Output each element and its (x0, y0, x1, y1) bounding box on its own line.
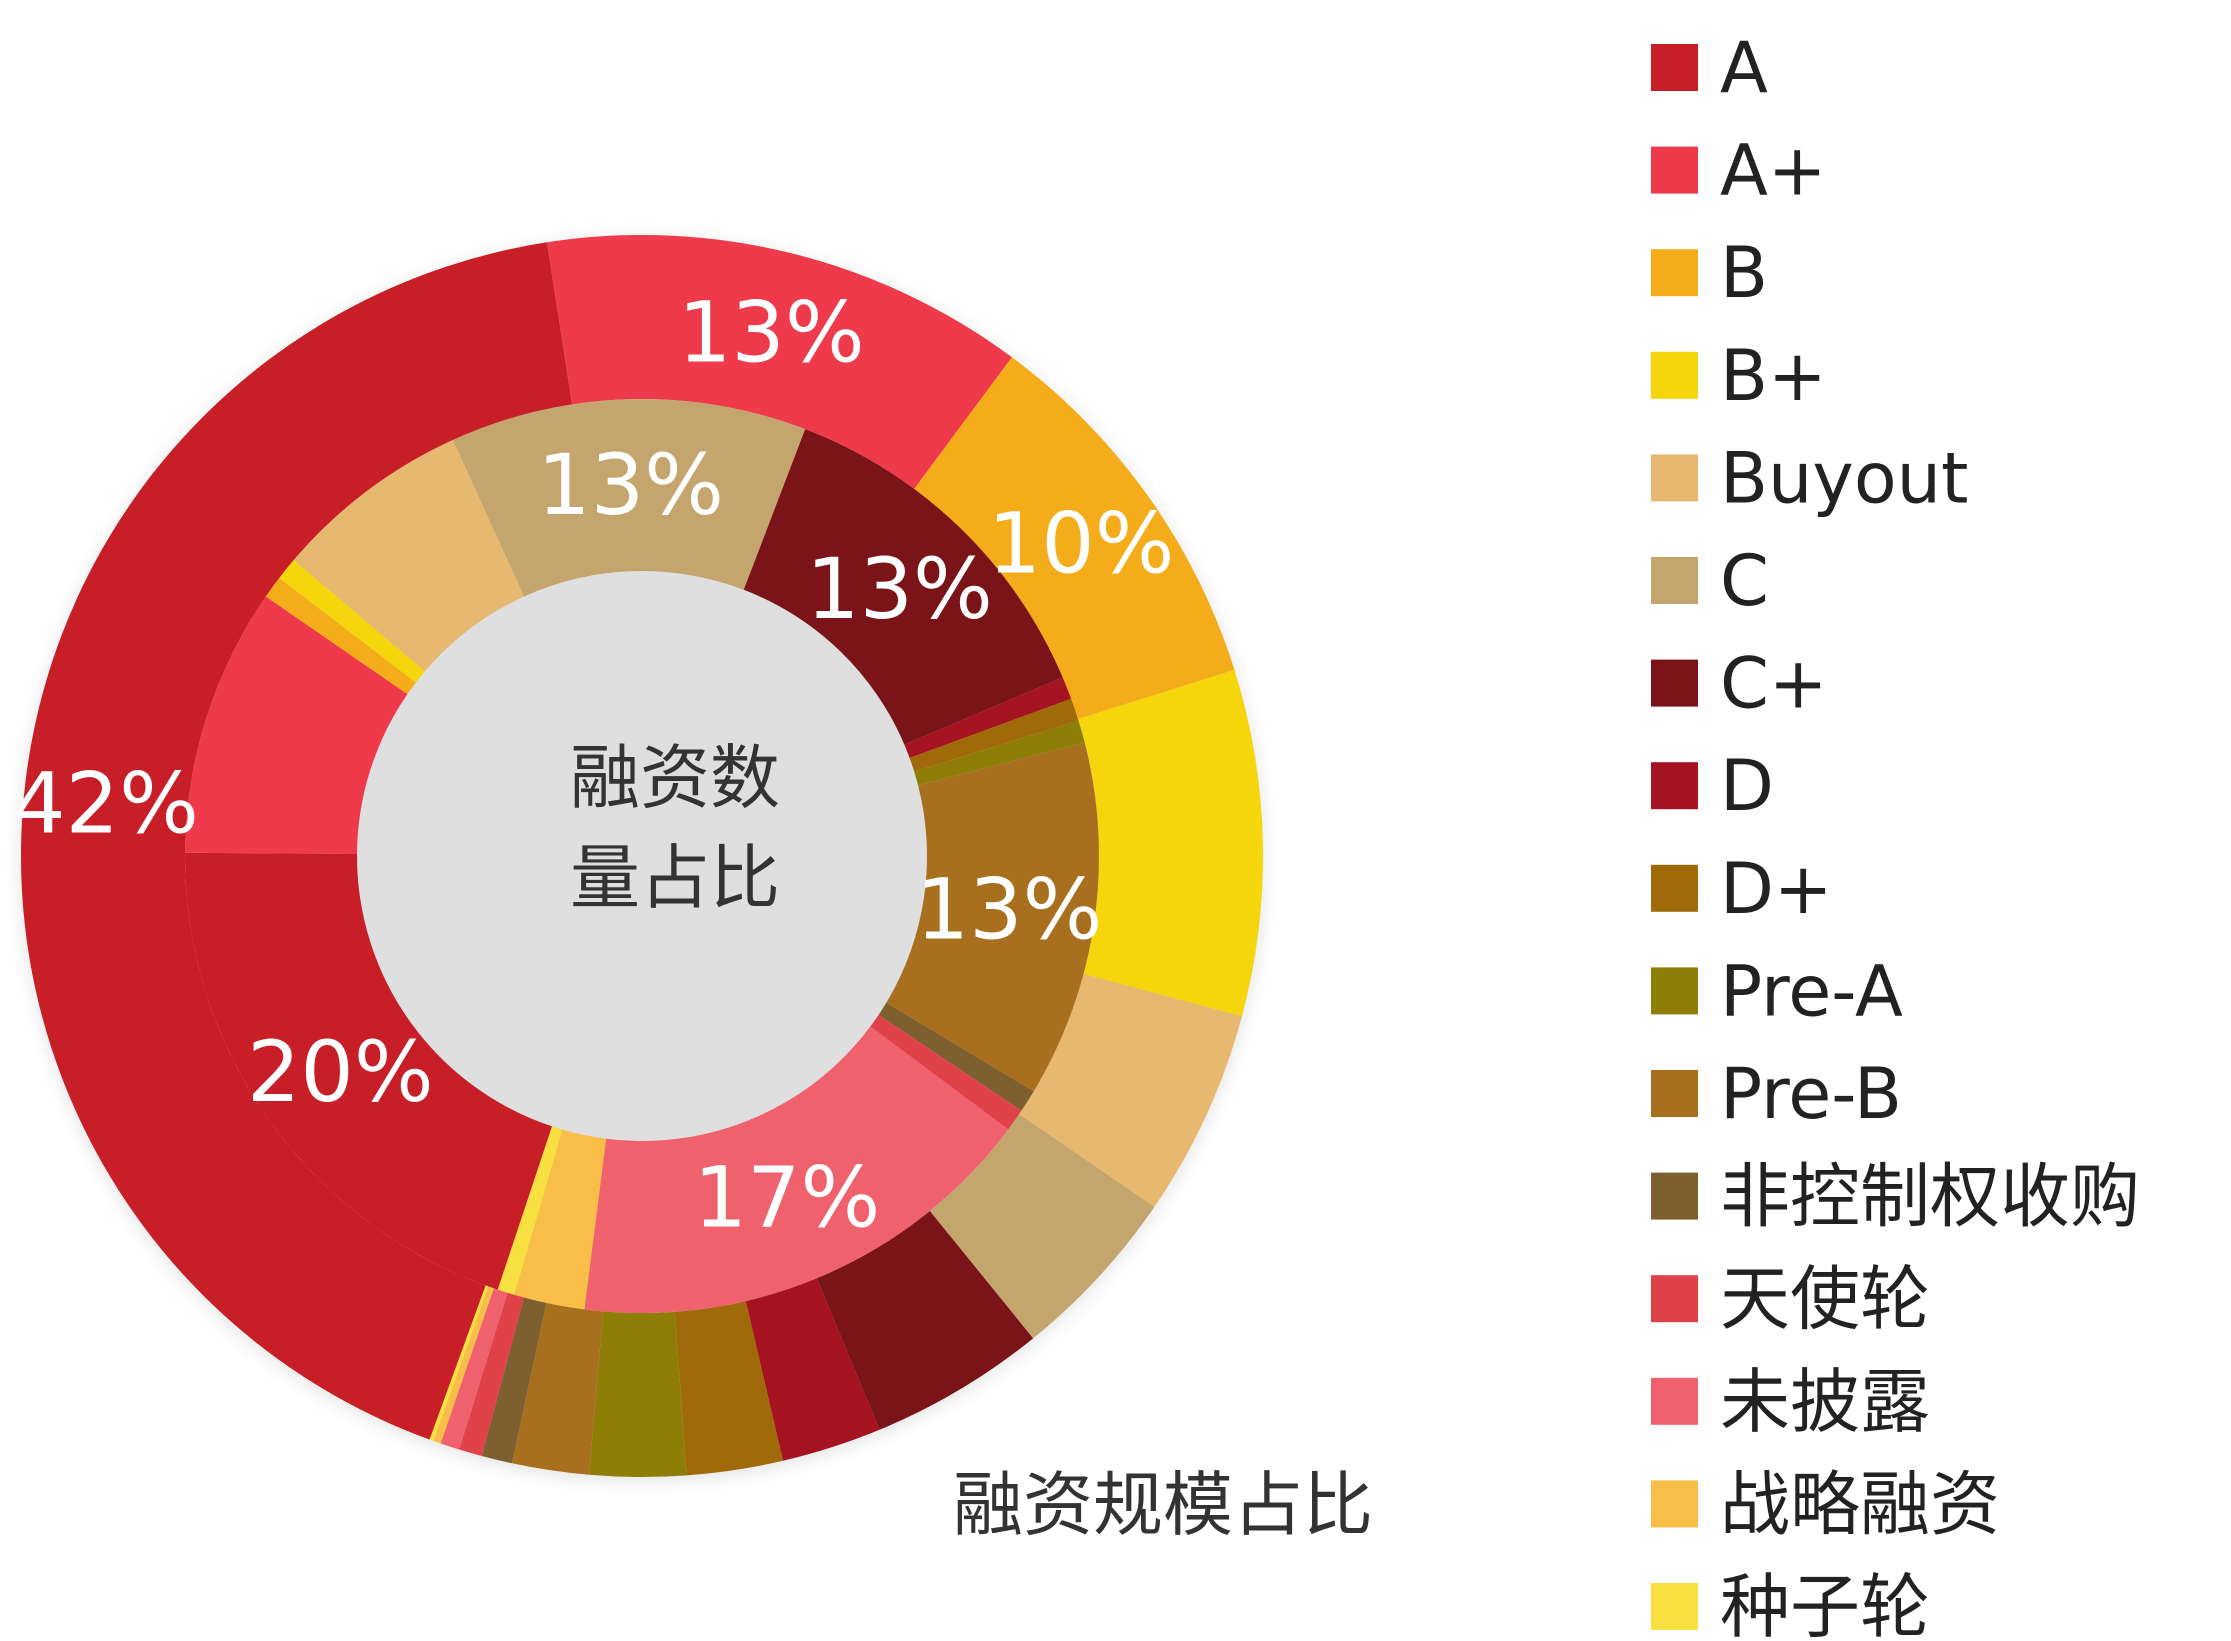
legend-label: C+ (1720, 643, 1828, 725)
slice-label: 13% (678, 284, 865, 382)
rings (20, 235, 1263, 1477)
donut-slice (546, 235, 1012, 489)
legend-swatch (1651, 351, 1698, 399)
legend-label: Buyout (1720, 437, 1968, 519)
donut-slice (870, 1014, 1022, 1130)
legend-label: A (1720, 27, 1768, 109)
inner-ring-name: 融资数量占比 (570, 737, 780, 919)
legend-swatch (1651, 44, 1698, 91)
donut-slice (584, 1026, 1009, 1313)
legend-label: 战略融资 (1720, 1463, 2000, 1545)
donut-slice (440, 1288, 508, 1450)
donut-slice (1019, 973, 1242, 1207)
donut-slice (459, 1292, 525, 1456)
donut-slice (20, 242, 573, 1440)
legend-swatch (1651, 864, 1698, 912)
legend-label: B+ (1720, 335, 1827, 417)
legend-swatch (1651, 1480, 1698, 1528)
legend-label: B (1720, 232, 1768, 314)
donut-slice (429, 1285, 489, 1441)
donut-slice (279, 560, 425, 683)
donut-slice (743, 429, 1063, 745)
legend-label: Pre-A (1720, 950, 1903, 1032)
legend-swatch (1651, 1275, 1698, 1323)
legend-label: D (1720, 745, 1774, 827)
legend-label: D+ (1720, 848, 1833, 930)
donut-slice (914, 357, 1235, 720)
donut-slice (452, 399, 806, 597)
donut-slice (265, 577, 416, 695)
legend-label: 未披露 (1720, 1361, 1930, 1443)
donut-slice (1077, 669, 1263, 1017)
donut-slice (914, 720, 1085, 786)
legend-swatch (1651, 1070, 1698, 1117)
donut-slice (512, 1302, 604, 1475)
donut-slice (589, 1311, 687, 1477)
legend-swatch (1651, 1377, 1698, 1425)
donut-slice (433, 1286, 494, 1444)
donut-slice (514, 1129, 607, 1310)
legend-swatch (1651, 967, 1698, 1015)
legend-label: C (1720, 540, 1769, 622)
legend-swatch (1651, 454, 1698, 502)
donut-slice (909, 698, 1079, 772)
slice-label: 13% (806, 540, 993, 638)
legend-label: Pre-B (1720, 1053, 1902, 1135)
donut-slice (481, 1297, 547, 1464)
legend-label: 天使轮 (1720, 1258, 1930, 1340)
donut-slice (185, 596, 408, 855)
donut-slice (185, 852, 553, 1290)
donut-slice (886, 742, 1099, 1092)
legend-label: A+ (1720, 130, 1827, 212)
legend-swatch (1651, 146, 1698, 194)
slice-label: 13% (537, 436, 724, 534)
slice-label: 42% (12, 754, 199, 852)
donut-slice (745, 1278, 880, 1461)
slice-label: 10% (988, 494, 1175, 592)
donut-slice (674, 1301, 783, 1476)
donut-slice (929, 1114, 1155, 1339)
slice-label: 13% (916, 861, 1103, 959)
donut-slice (816, 1210, 1034, 1430)
legend-swatch (1651, 762, 1698, 810)
legend: A A+ B B+ Buyout C C+ D D+ Pre-A Pre-B 非控制权收购天使轮未披露… (1651, 27, 2140, 1641)
legend-swatch (1651, 1172, 1698, 1220)
legend-swatch (1651, 659, 1698, 707)
outer-ring-name: 融资规模占比 (953, 1464, 1373, 1546)
slice-label: 17% (694, 1149, 881, 1247)
donut-slice (904, 677, 1072, 758)
donut-slice (497, 1126, 563, 1295)
slice-label: 20% (247, 1023, 434, 1121)
legend-swatch (1651, 1583, 1698, 1630)
legend-label: 种子轮 (1720, 1566, 1930, 1641)
legend-label: 非控制权收购 (1720, 1156, 2140, 1238)
legend-swatch (1651, 557, 1698, 604)
legend-swatch (1651, 249, 1698, 297)
donut-slice (293, 439, 525, 672)
donut-slice (878, 1002, 1034, 1111)
